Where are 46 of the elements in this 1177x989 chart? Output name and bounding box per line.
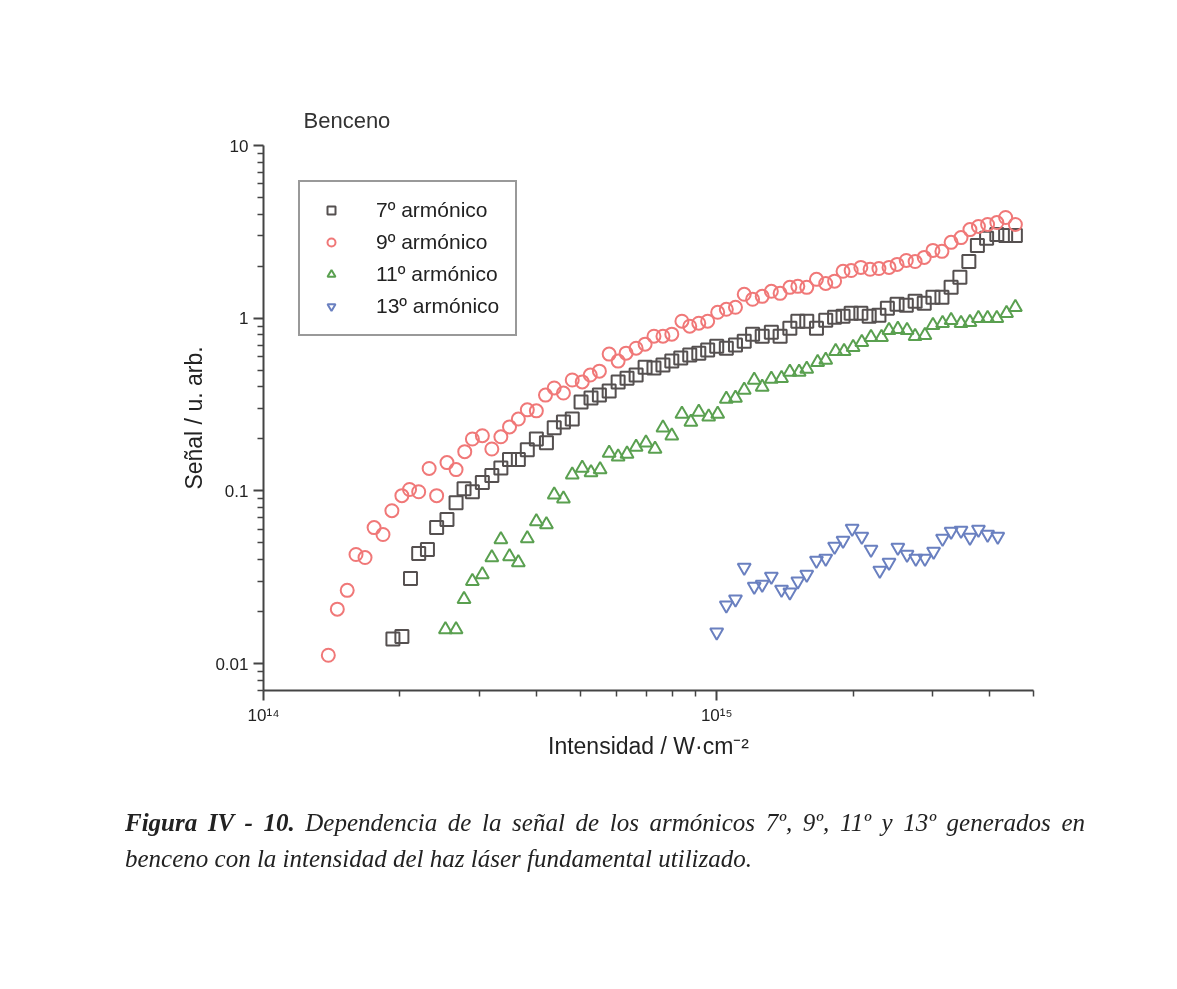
point	[754, 579, 770, 593]
text: Figura IV - 10.	[125, 809, 295, 836]
point	[881, 557, 897, 571]
point	[736, 562, 752, 576]
y-tick-label: 0.01	[215, 654, 249, 674]
point	[970, 524, 986, 539]
point	[943, 526, 959, 541]
point	[854, 531, 870, 546]
legend-label: 9º armónico	[376, 230, 488, 254]
point	[899, 549, 915, 563]
point	[908, 553, 924, 567]
point	[926, 546, 942, 561]
legend-label: 11º armónico	[376, 262, 498, 286]
legend-label: 13º armónico	[376, 294, 500, 318]
point	[709, 627, 725, 641]
legend-label: 7º armónico	[376, 198, 488, 222]
y-tick-label: 0.1	[224, 481, 249, 501]
point	[818, 553, 834, 567]
point	[790, 576, 806, 590]
x-tick-label: 10¹⁵	[700, 705, 733, 725]
point	[718, 600, 734, 614]
point	[935, 533, 951, 547]
point	[774, 584, 790, 599]
point	[844, 523, 860, 538]
y-axis-title: Señal / u. arb.	[181, 346, 208, 490]
x-axis-title: Intensidad / W·cm⁻²	[548, 732, 750, 759]
point	[872, 565, 888, 579]
point	[835, 535, 851, 549]
point	[827, 541, 843, 556]
point	[808, 555, 824, 569]
point	[799, 569, 815, 583]
point	[990, 531, 1006, 546]
point	[980, 529, 996, 543]
point	[782, 587, 798, 601]
point	[962, 532, 978, 547]
y-tick-label: 10	[229, 136, 249, 156]
point	[763, 571, 779, 585]
chart-title: Benceno	[303, 108, 391, 133]
point	[746, 581, 762, 595]
point	[953, 525, 969, 540]
point	[890, 542, 906, 556]
point	[727, 594, 743, 608]
x-tick-label: 10¹⁴	[247, 705, 280, 725]
point	[917, 553, 933, 567]
y-tick-label: 1	[239, 309, 249, 329]
point	[863, 544, 879, 559]
